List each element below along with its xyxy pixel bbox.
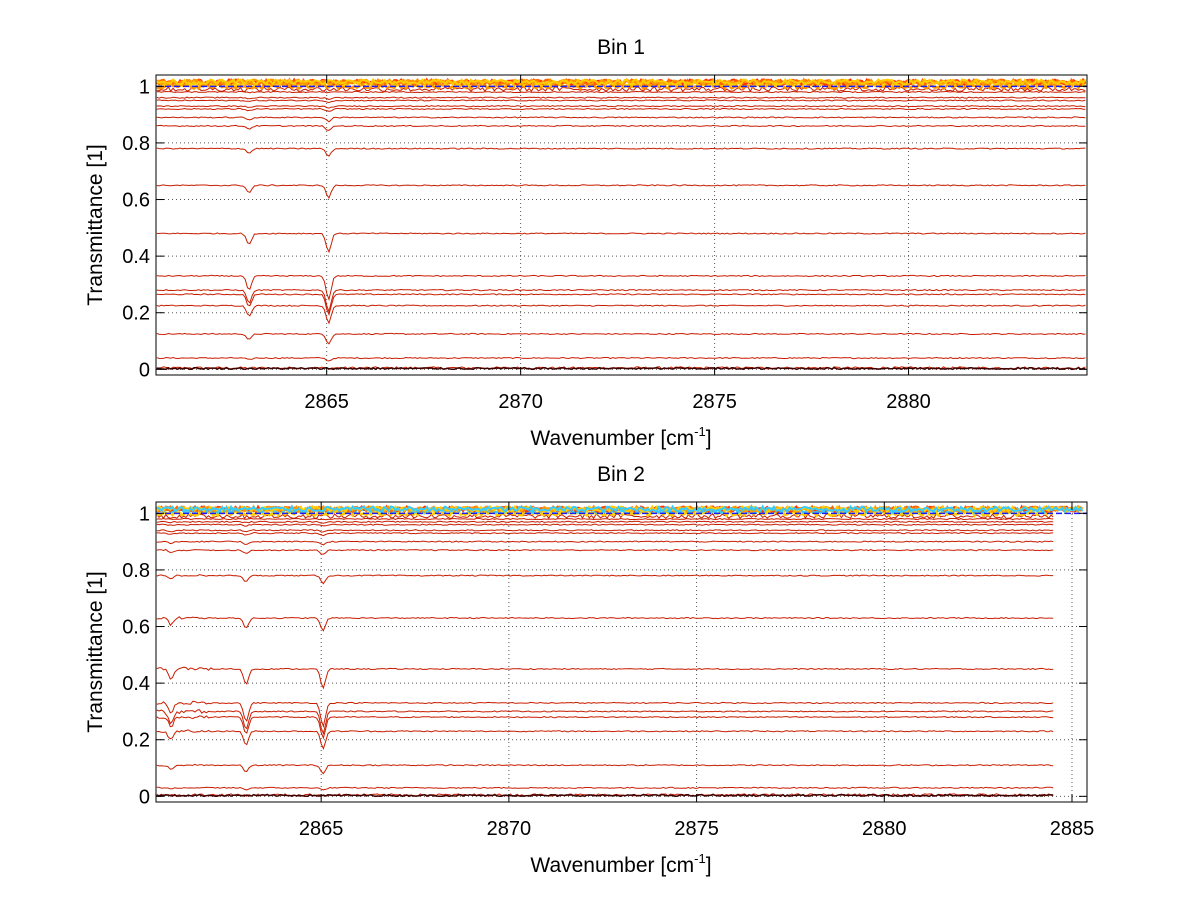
y-tick-label: 0.6 — [122, 617, 150, 639]
series-line — [156, 517, 1054, 521]
y-axis-ticks: 0 0.2 0.4 0.6 0.8 1 — [122, 503, 1087, 808]
series-line — [156, 99, 1086, 104]
series-line — [156, 304, 1086, 325]
series-line — [156, 715, 1054, 740]
series-line — [156, 616, 1054, 632]
chart-title: Bin 1 — [597, 36, 645, 59]
series-line — [156, 356, 1086, 362]
series-line — [156, 288, 1086, 314]
series-line — [156, 523, 1054, 527]
x-tick-label: 2870 — [498, 391, 543, 413]
x-tick-label: 2885 — [1050, 818, 1095, 840]
x-axis-ticks: 2865 2870 2875 2880 — [304, 75, 931, 413]
series-line — [156, 107, 1086, 112]
x-tick-label: 2865 — [304, 391, 349, 413]
series-line — [156, 293, 1086, 317]
axes-box — [155, 501, 1088, 803]
series-line — [156, 82, 1086, 92]
y-tick-label: 0.8 — [122, 133, 150, 155]
grid — [156, 75, 1087, 375]
series-line — [156, 520, 1054, 524]
series-line — [156, 504, 1084, 514]
series-line — [156, 184, 1086, 199]
series-line — [156, 709, 1054, 736]
bin-1-chart: Bin 1 2865 2870 2875 2880 0 0.2 0.4 0.6 0.8 1 Wa… — [84, 36, 1088, 450]
series-line — [156, 274, 1086, 302]
y-tick-label: 0 — [139, 359, 150, 381]
x-tick-label: 2875 — [674, 818, 719, 840]
y-tick-label: 1 — [139, 503, 150, 525]
series-line — [156, 147, 1086, 157]
series-line — [156, 729, 1054, 750]
series-line — [156, 793, 1054, 798]
series-group — [155, 504, 1087, 798]
series-line — [156, 232, 1086, 254]
x-tick-label: 2870 — [487, 818, 532, 840]
y-axis-label: Transmittance [1] — [84, 144, 107, 305]
x-axis-ticks: 2865 2870 2875 2880 2885 — [299, 502, 1094, 840]
x-axis-label: Wavenumber [cm-1] — [530, 851, 711, 877]
series-line — [156, 77, 1087, 87]
x-tick-label: 2875 — [692, 391, 737, 413]
series-line — [156, 90, 1086, 94]
x-tick-label: 2880 — [862, 818, 907, 840]
y-tick-label: 1 — [139, 76, 150, 98]
y-axis-label: Transmittance [1] — [84, 571, 107, 732]
x-axis-label: Wavenumber [cm-1] — [530, 424, 711, 450]
series-line — [156, 666, 1054, 690]
grid — [156, 502, 1087, 802]
series-line — [156, 96, 1086, 101]
bin-2-chart: Bin 2 2865 2870 2875 2880 2885 0 0.2 0.4 0.6 0.8… — [84, 463, 1094, 877]
series-line — [156, 529, 1054, 533]
series-line — [156, 548, 1054, 555]
y-tick-label: 0.2 — [122, 303, 150, 325]
y-tick-label: 0.8 — [122, 560, 150, 582]
series-line — [156, 116, 1086, 123]
series-line — [156, 366, 1086, 371]
series-line — [156, 105, 1086, 109]
series-line — [156, 763, 1054, 775]
axes-box — [155, 74, 1088, 376]
series-line — [156, 86, 1086, 93]
series-line — [156, 332, 1086, 345]
y-tick-label: 0.6 — [122, 190, 150, 212]
series-line — [156, 786, 1054, 791]
x-tick-label: 2880 — [886, 391, 931, 413]
series-group — [156, 77, 1087, 371]
series-line — [156, 124, 1086, 131]
series-line — [156, 532, 1054, 537]
y-tick-label: 0.4 — [122, 246, 150, 268]
y-tick-label: 0.2 — [122, 730, 150, 752]
series-line — [156, 540, 1054, 546]
y-tick-label: 0.4 — [122, 673, 150, 695]
y-tick-label: 0 — [139, 786, 150, 808]
series-line — [156, 574, 1054, 585]
series-line — [156, 700, 1054, 729]
x-tick-label: 2865 — [299, 818, 344, 840]
chart-title: Bin 2 — [597, 463, 645, 486]
y-axis-ticks: 0 0.2 0.4 0.6 0.8 1 — [122, 76, 1087, 381]
